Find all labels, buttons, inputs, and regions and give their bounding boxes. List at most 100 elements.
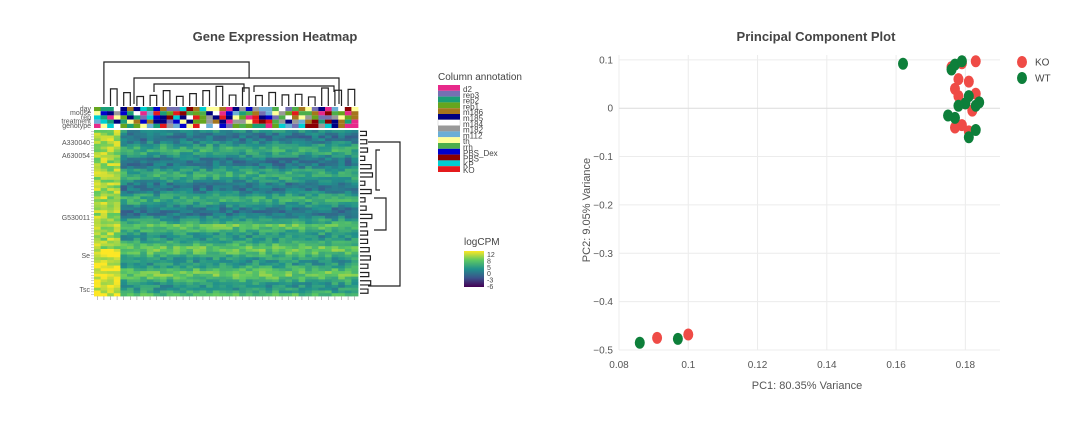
heatmap-cell bbox=[219, 243, 227, 247]
heatmap-cell bbox=[344, 201, 352, 206]
annotation-legend[interactable]: d2rep3rep2rep1m186m185m184m182m112thrrhP… bbox=[437, 85, 498, 175]
heatmap-cell bbox=[226, 160, 233, 164]
annotation-cell bbox=[344, 119, 352, 124]
heatmap-cell bbox=[199, 262, 207, 266]
dendrogram-branch bbox=[294, 93, 303, 106]
heatmap-cell bbox=[199, 293, 207, 297]
heatmap-cell bbox=[94, 268, 101, 272]
pca-point-wt[interactable] bbox=[963, 131, 974, 144]
heatmap-cell bbox=[259, 130, 266, 134]
heatmap-cell bbox=[146, 149, 154, 153]
heatmap-cell bbox=[252, 279, 260, 283]
heatmap-cell bbox=[278, 235, 286, 239]
heatmap-cell bbox=[252, 141, 260, 145]
heatmap-cell bbox=[278, 149, 286, 153]
heatmap-cell bbox=[140, 271, 148, 275]
annotation-legend-swatch bbox=[437, 119, 461, 126]
heatmap-cell bbox=[351, 284, 359, 289]
pca-point-wt[interactable] bbox=[898, 57, 909, 70]
heatmap-cell bbox=[259, 282, 266, 286]
heatmap-cell bbox=[219, 154, 227, 159]
pca-point-wt[interactable] bbox=[634, 336, 645, 349]
heatmap-cell bbox=[193, 135, 200, 139]
heatmap-cell bbox=[239, 157, 247, 161]
pca-point-ko[interactable] bbox=[953, 73, 964, 86]
heatmap-cell bbox=[325, 260, 332, 264]
heatmap-cell bbox=[212, 246, 220, 250]
heatmap-cell bbox=[179, 207, 187, 211]
pca-point-ko[interactable] bbox=[683, 328, 694, 341]
pca-point-wt[interactable] bbox=[943, 109, 954, 122]
heatmap-cell bbox=[331, 284, 339, 289]
heatmap-cell bbox=[351, 196, 359, 200]
heatmap-cell bbox=[160, 188, 167, 192]
heatmap-cell bbox=[292, 199, 299, 203]
heatmap-cell bbox=[252, 146, 260, 150]
heatmap-cell bbox=[285, 138, 293, 142]
heatmap-cell bbox=[173, 254, 181, 258]
heatmap-cell bbox=[173, 276, 181, 280]
heatmap-cell bbox=[199, 260, 207, 264]
heatmap-cell bbox=[193, 226, 200, 230]
heatmap-cell bbox=[146, 141, 154, 145]
heatmap-cell bbox=[193, 224, 200, 228]
heatmap-cell bbox=[166, 229, 174, 233]
heatmap-cell bbox=[160, 201, 167, 206]
heatmap-cell bbox=[173, 237, 181, 242]
pca-point-ko[interactable] bbox=[652, 331, 663, 344]
heatmap-cell bbox=[199, 226, 207, 230]
heatmap-cell bbox=[107, 138, 115, 142]
pca-point-wt[interactable] bbox=[953, 99, 964, 112]
heatmap-cell bbox=[298, 138, 306, 142]
heatmap-cell bbox=[127, 196, 134, 200]
heatmap-cell bbox=[239, 179, 247, 183]
heatmap-cell bbox=[219, 232, 227, 236]
pca-point-ko[interactable] bbox=[970, 55, 981, 68]
heatmap-cell bbox=[278, 157, 286, 161]
annotation-cell bbox=[265, 123, 273, 128]
heatmap-cell bbox=[318, 193, 326, 197]
heatmap-cell bbox=[206, 226, 214, 230]
heatmap-cell bbox=[107, 182, 115, 186]
annotation-cell bbox=[318, 107, 326, 112]
heatmap-cell bbox=[212, 282, 220, 286]
pca-point-ko[interactable] bbox=[963, 75, 974, 88]
heatmap-cell bbox=[219, 193, 227, 197]
heatmap-cell bbox=[331, 185, 339, 189]
heatmap-cell bbox=[318, 152, 326, 156]
heatmap-cell bbox=[127, 271, 134, 275]
heatmap-cell bbox=[179, 135, 187, 139]
heatmap-cell bbox=[140, 204, 148, 208]
heatmap-cell bbox=[318, 130, 326, 134]
heatmap-cell bbox=[206, 185, 214, 189]
heatmap-cell bbox=[140, 276, 148, 280]
pca-point-wt[interactable] bbox=[672, 332, 683, 345]
heatmap-cell bbox=[206, 146, 214, 150]
heatmap-cell bbox=[245, 193, 253, 197]
pca-point-ko[interactable] bbox=[953, 90, 964, 103]
pca-points[interactable] bbox=[634, 55, 985, 349]
heatmap-cell bbox=[166, 246, 174, 250]
heatmap-cell bbox=[179, 279, 187, 283]
pca-point-wt[interactable] bbox=[970, 123, 981, 136]
heatmap-cell bbox=[278, 251, 286, 255]
heatmap-cell bbox=[318, 232, 326, 236]
heatmap-cell bbox=[173, 201, 181, 206]
heatmap-cell bbox=[199, 265, 207, 269]
pca-point-wt[interactable] bbox=[956, 55, 967, 68]
annotation-cell bbox=[226, 123, 233, 128]
heatmap-cell bbox=[351, 182, 359, 186]
heatmap-cell bbox=[127, 293, 134, 297]
pca-point-ko[interactable] bbox=[956, 119, 967, 132]
heatmap-cell bbox=[338, 182, 346, 186]
heatmap-cell bbox=[272, 215, 280, 219]
heatmap-cell bbox=[113, 265, 121, 269]
heatmap-cell bbox=[311, 221, 319, 225]
heatmap-cell bbox=[338, 130, 346, 134]
pca-point-wt[interactable] bbox=[963, 90, 974, 103]
heatmap-cell bbox=[140, 149, 148, 153]
heatmap-cell bbox=[232, 226, 240, 230]
pca-point-wt[interactable] bbox=[974, 96, 985, 109]
heatmap-cell bbox=[239, 141, 247, 145]
